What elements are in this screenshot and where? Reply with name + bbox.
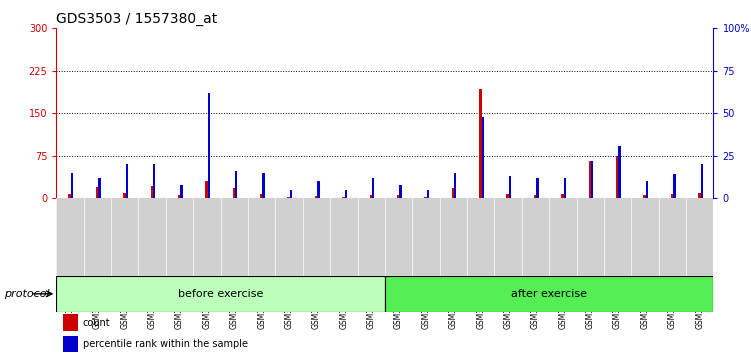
Bar	[98, 178, 101, 198]
Bar	[180, 185, 182, 198]
Bar	[290, 190, 292, 198]
Bar	[506, 194, 510, 198]
Bar	[451, 188, 455, 198]
Bar	[481, 117, 484, 198]
Text: after exercise: after exercise	[511, 289, 587, 299]
Bar	[385, 276, 713, 312]
Bar	[509, 176, 511, 198]
Bar	[400, 185, 402, 198]
Text: protocol: protocol	[4, 289, 50, 299]
Bar	[644, 195, 647, 198]
Bar	[205, 181, 209, 198]
Bar	[479, 89, 482, 198]
Bar	[260, 194, 264, 198]
Bar	[317, 181, 320, 198]
Bar	[454, 173, 457, 198]
Bar	[315, 196, 318, 198]
Bar	[123, 193, 126, 198]
Bar	[397, 195, 400, 198]
Bar	[618, 145, 621, 198]
Bar	[646, 181, 648, 198]
Bar	[372, 178, 374, 198]
Bar	[56, 276, 385, 312]
Bar	[235, 171, 237, 198]
Bar	[63, 336, 77, 352]
Bar	[263, 173, 265, 198]
Text: percentile rank within the sample: percentile rank within the sample	[83, 339, 248, 349]
Bar	[150, 186, 154, 198]
Bar	[71, 173, 73, 198]
Bar	[63, 314, 77, 331]
Bar	[536, 178, 538, 198]
Bar	[564, 178, 566, 198]
Text: before exercise: before exercise	[178, 289, 264, 299]
Bar	[561, 194, 565, 198]
Bar	[424, 196, 427, 198]
Bar	[288, 196, 291, 198]
Bar	[701, 164, 703, 198]
Text: GDS3503 / 1557380_at: GDS3503 / 1557380_at	[56, 12, 218, 26]
Bar	[125, 164, 128, 198]
Bar	[208, 93, 210, 198]
Bar	[68, 194, 71, 198]
Bar	[671, 194, 674, 198]
Bar	[673, 175, 675, 198]
Bar	[369, 195, 372, 198]
Bar	[698, 193, 701, 198]
Bar	[178, 195, 181, 198]
Bar	[616, 156, 620, 198]
Bar	[345, 190, 347, 198]
Text: count: count	[83, 318, 110, 327]
Bar	[233, 188, 236, 198]
Bar	[153, 164, 155, 198]
Bar	[591, 161, 593, 198]
Bar	[95, 187, 99, 198]
Bar	[589, 161, 592, 198]
Bar	[342, 196, 345, 198]
Bar	[534, 195, 537, 198]
Bar	[427, 190, 429, 198]
